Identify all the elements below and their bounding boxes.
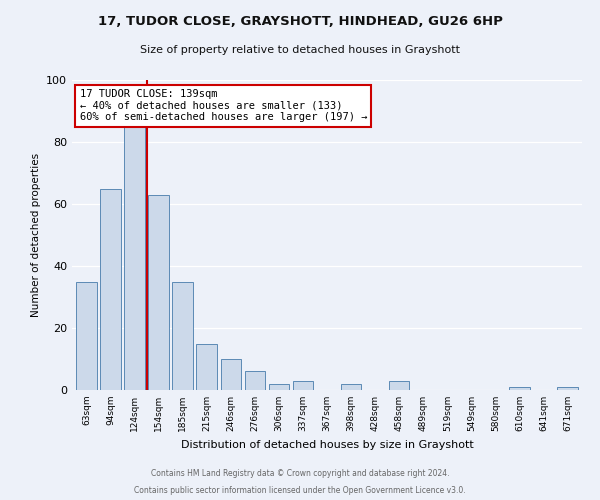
Text: 17 TUDOR CLOSE: 139sqm
← 40% of detached houses are smaller (133)
60% of semi-de: 17 TUDOR CLOSE: 139sqm ← 40% of detached… — [80, 90, 367, 122]
Text: Contains public sector information licensed under the Open Government Licence v3: Contains public sector information licen… — [134, 486, 466, 495]
Bar — [557, 387, 578, 390]
X-axis label: Distribution of detached houses by size in Grayshott: Distribution of detached houses by size … — [181, 440, 473, 450]
Bar — [148, 194, 169, 390]
Bar — [172, 282, 193, 390]
Text: 17, TUDOR CLOSE, GRAYSHOTT, HINDHEAD, GU26 6HP: 17, TUDOR CLOSE, GRAYSHOTT, HINDHEAD, GU… — [98, 15, 502, 28]
Bar — [124, 126, 145, 390]
Text: Contains HM Land Registry data © Crown copyright and database right 2024.: Contains HM Land Registry data © Crown c… — [151, 468, 449, 477]
Bar — [76, 282, 97, 390]
Bar — [293, 380, 313, 390]
Bar — [100, 188, 121, 390]
Y-axis label: Number of detached properties: Number of detached properties — [31, 153, 41, 317]
Bar — [509, 387, 530, 390]
Text: Size of property relative to detached houses in Grayshott: Size of property relative to detached ho… — [140, 45, 460, 55]
Bar — [389, 380, 409, 390]
Bar — [245, 372, 265, 390]
Bar — [221, 359, 241, 390]
Bar — [341, 384, 361, 390]
Bar — [196, 344, 217, 390]
Bar — [269, 384, 289, 390]
